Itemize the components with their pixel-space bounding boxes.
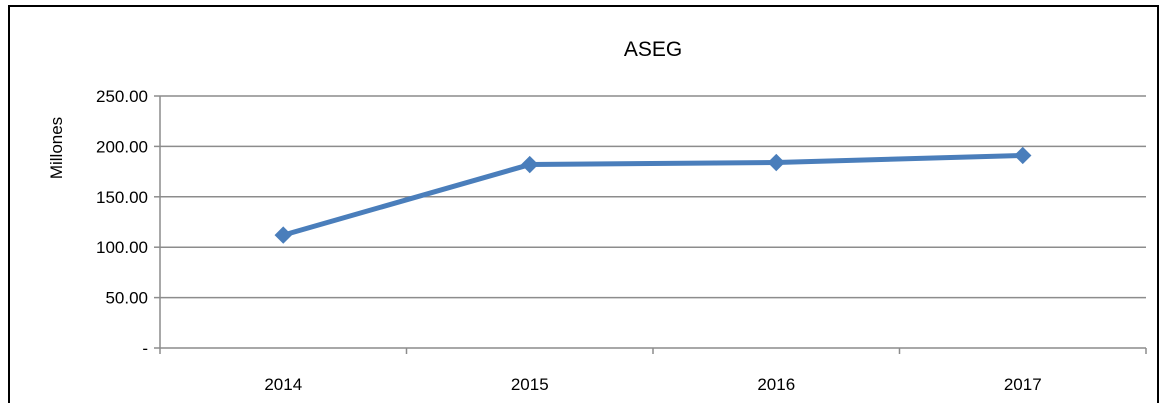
chart-title: ASEG [624, 38, 682, 61]
y-tick-label: - [142, 339, 148, 358]
data-point-marker [521, 155, 539, 174]
data-point-marker [1014, 146, 1032, 165]
x-tick-label: 2014 [264, 375, 302, 394]
series-line-path [280, 152, 1026, 238]
y-tick-label: 150.00 [96, 188, 148, 207]
series-markers [274, 146, 1032, 244]
y-tick-labels: - 50.00 100.00 150.00 200.00 250.00 [96, 87, 148, 358]
data-point-marker [274, 226, 292, 244]
y-axis-title: Millones [47, 117, 66, 179]
y-tick-label: 250.00 [96, 87, 148, 106]
y-tick-label: 50.00 [105, 289, 148, 308]
x-tick-label: 2015 [511, 375, 549, 394]
axes [154, 95, 1147, 354]
x-tick-labels: 2014 2015 2016 2017 [264, 375, 1041, 394]
series-line [280, 152, 1026, 238]
x-tick-label: 2017 [1004, 375, 1042, 394]
chart-frame [8, 5, 1159, 403]
x-tick-label: 2016 [757, 375, 795, 394]
gridlines [160, 95, 1146, 299]
y-tick-label: 100.00 [96, 238, 148, 257]
data-point-marker [767, 153, 785, 172]
y-tick-label: 200.00 [96, 137, 148, 156]
